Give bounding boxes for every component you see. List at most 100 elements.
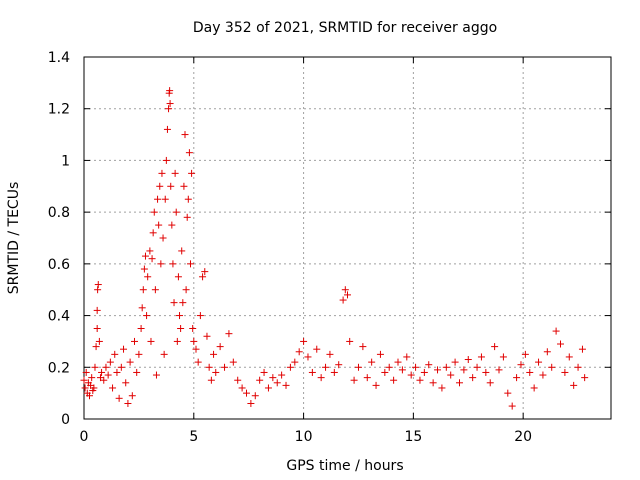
data-point — [131, 337, 139, 345]
data-point — [192, 345, 200, 353]
data-point — [92, 343, 100, 351]
data-point — [447, 371, 455, 379]
data-point — [291, 358, 299, 366]
data-point — [146, 247, 154, 255]
data-point — [81, 384, 89, 392]
data-point — [90, 384, 98, 392]
y-tick-label: 1 — [61, 153, 70, 169]
data-point — [491, 343, 499, 351]
data-point — [521, 350, 529, 358]
data-point — [359, 343, 367, 351]
data-point — [154, 195, 162, 203]
data-point — [335, 361, 343, 369]
y-tick-label: 0.8 — [48, 205, 70, 221]
data-point — [344, 291, 351, 299]
data-point — [162, 156, 170, 164]
data-point — [574, 363, 582, 371]
data-point — [201, 268, 209, 276]
data-point — [570, 381, 578, 389]
x-tick-label: 15 — [404, 429, 422, 445]
data-point — [339, 296, 347, 304]
data-point — [368, 358, 376, 366]
data-point — [477, 353, 485, 361]
data-point — [295, 348, 303, 356]
data-point — [469, 374, 477, 382]
data-point — [80, 376, 88, 384]
data-point — [190, 337, 198, 345]
data-point — [143, 312, 151, 320]
data-point — [100, 376, 108, 384]
data-point — [539, 371, 547, 379]
data-point — [94, 286, 102, 294]
data-point — [106, 358, 114, 366]
data-point — [565, 353, 573, 361]
data-point — [160, 350, 168, 358]
data-point — [346, 337, 354, 345]
data-point — [91, 363, 99, 371]
data-point — [180, 182, 188, 190]
data-point — [111, 350, 119, 358]
data-point — [179, 299, 187, 307]
data-point — [137, 325, 145, 332]
y-tick-label: 1.2 — [48, 102, 70, 118]
data-point — [473, 363, 481, 371]
data-point — [499, 353, 507, 361]
data-point — [210, 350, 218, 358]
data-point — [98, 368, 106, 376]
data-point — [173, 337, 181, 345]
data-point — [128, 392, 136, 400]
data-point — [308, 368, 316, 376]
data-point — [256, 376, 264, 384]
data-point — [161, 195, 169, 203]
data-point — [138, 304, 146, 312]
data-point — [147, 337, 155, 345]
data-point — [381, 368, 389, 376]
data-point — [94, 281, 102, 289]
data-point — [169, 260, 177, 268]
data-point — [264, 384, 272, 392]
data-point — [150, 208, 158, 216]
y-tick-label: 0.6 — [48, 257, 70, 273]
data-point — [581, 374, 589, 382]
data-point — [238, 384, 246, 392]
y-tick-label: 0.4 — [48, 309, 70, 325]
data-point — [181, 131, 189, 139]
data-point — [407, 371, 415, 379]
data-point — [205, 363, 213, 371]
data-point — [104, 371, 112, 379]
data-point — [152, 371, 160, 379]
data-point — [354, 363, 362, 371]
data-point — [88, 374, 96, 382]
data-point — [93, 325, 101, 332]
data-point — [159, 234, 167, 242]
y-tick-label: 0 — [61, 412, 70, 428]
data-point — [438, 384, 446, 392]
data-point — [460, 366, 468, 374]
data-point — [189, 325, 197, 332]
data-point — [178, 247, 186, 255]
data-point — [199, 273, 207, 281]
y-axis-label: SRMTID / TECUs — [6, 182, 22, 295]
data-point — [176, 312, 184, 320]
data-point — [82, 368, 90, 376]
data-point — [322, 363, 330, 371]
data-point — [168, 221, 176, 229]
data-point — [148, 255, 156, 263]
data-point — [207, 376, 215, 384]
data-point — [251, 392, 259, 400]
data-point — [434, 366, 442, 374]
data-point — [102, 363, 110, 371]
data-point — [416, 376, 424, 384]
data-point — [330, 368, 338, 376]
data-point — [157, 260, 165, 268]
data-point — [109, 384, 117, 392]
data-point — [212, 368, 220, 376]
data-point — [122, 379, 130, 387]
data-point — [535, 358, 543, 366]
data-point — [552, 327, 560, 335]
data-point — [451, 358, 459, 366]
data-point — [151, 286, 159, 294]
data-point — [482, 368, 490, 376]
data-point — [203, 332, 211, 340]
